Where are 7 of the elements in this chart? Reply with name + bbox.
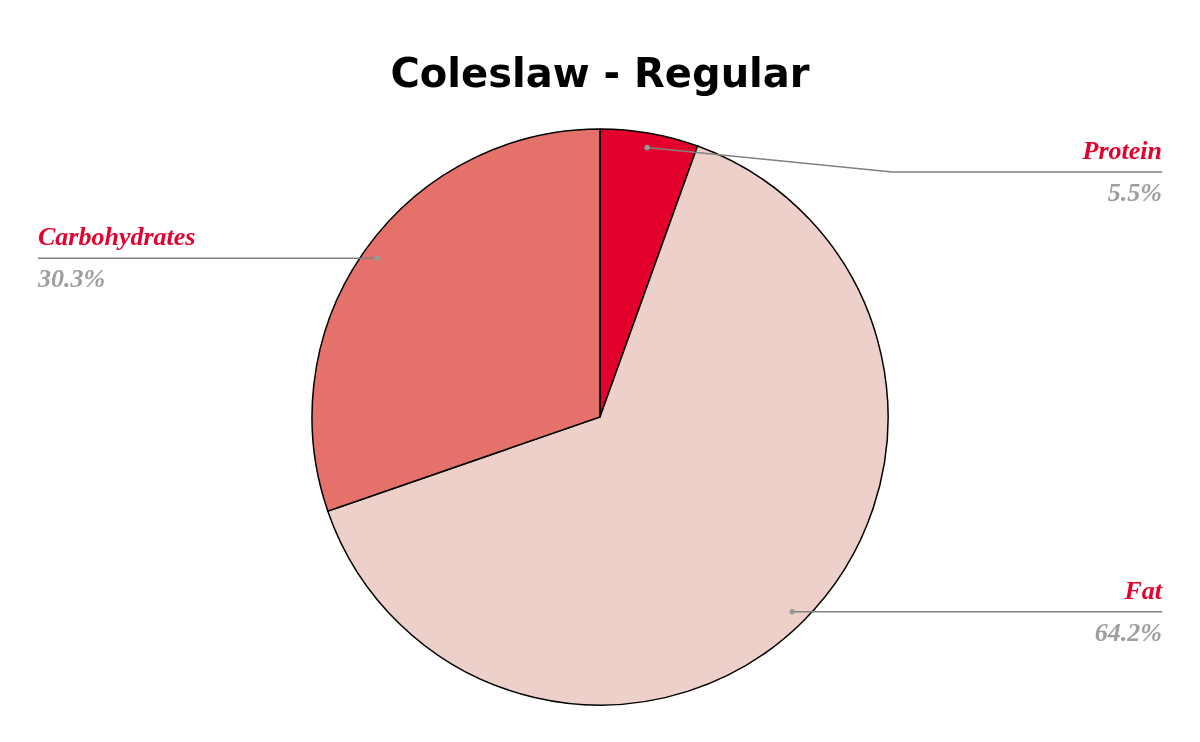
data-label: 5.5% <box>1107 178 1162 207</box>
data-label: 64.2% <box>1094 617 1162 647</box>
slice-label: Protein <box>1081 136 1162 165</box>
chart-title: Coleslaw - Regular <box>390 50 810 96</box>
slice-label: Carbohydrates <box>38 222 196 252</box>
data-label: 30.3% <box>37 264 106 294</box>
slice-label: Fat <box>1123 575 1163 605</box>
